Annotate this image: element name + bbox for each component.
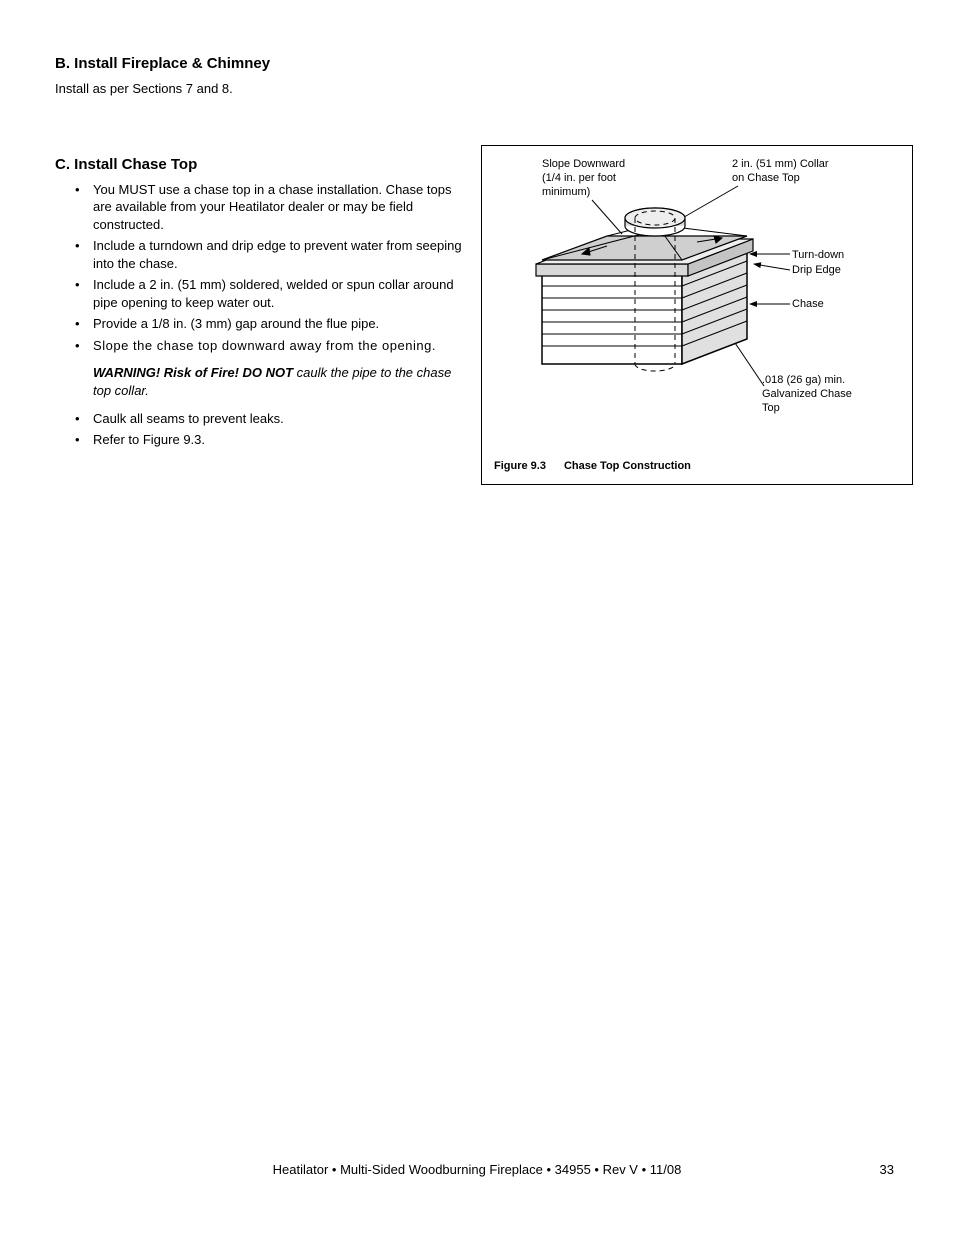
page-number: 33: [880, 1162, 894, 1177]
list-item: Slope the chase top downward away from t…: [75, 337, 463, 355]
page-footer: Heatilator • Multi-Sided Woodburning Fir…: [0, 1162, 954, 1177]
list-item: You MUST use a chase top in a chase inst…: [75, 181, 463, 234]
figure-caption: Figure 9.3 Chase Top Construction: [494, 460, 691, 472]
list-item: Caulk all seams to prevent leaks.: [75, 410, 463, 428]
section-c-bullets-2: Caulk all seams to prevent leaks. Refer …: [55, 410, 463, 449]
list-item: Refer to Figure 9.3.: [75, 431, 463, 449]
section-c-heading: C. Install Chase Top: [55, 156, 463, 173]
chase-top-diagram: [512, 194, 762, 414]
figure-title: Chase Top Construction: [564, 460, 691, 472]
figure-box: Slope Downward (1/4 in. per foot minimum…: [481, 145, 913, 485]
warning-bold: WARNING! Risk of Fire! DO NOT: [93, 365, 293, 380]
section-b-body: Install as per Sections 7 and 8.: [55, 80, 463, 98]
figure-number: Figure 9.3: [494, 460, 546, 472]
list-item: Provide a 1/8 in. (3 mm) gap around the …: [75, 315, 463, 333]
list-item: Include a turndown and drip edge to prev…: [75, 237, 463, 272]
section-c-bullets-1: You MUST use a chase top in a chase inst…: [55, 181, 463, 355]
section-b-heading: B. Install Fireplace & Chimney: [55, 55, 463, 72]
warning-text: WARNING! Risk of Fire! DO NOT caulk the …: [55, 364, 463, 399]
list-item: Include a 2 in. (51 mm) soldered, welded…: [75, 276, 463, 311]
